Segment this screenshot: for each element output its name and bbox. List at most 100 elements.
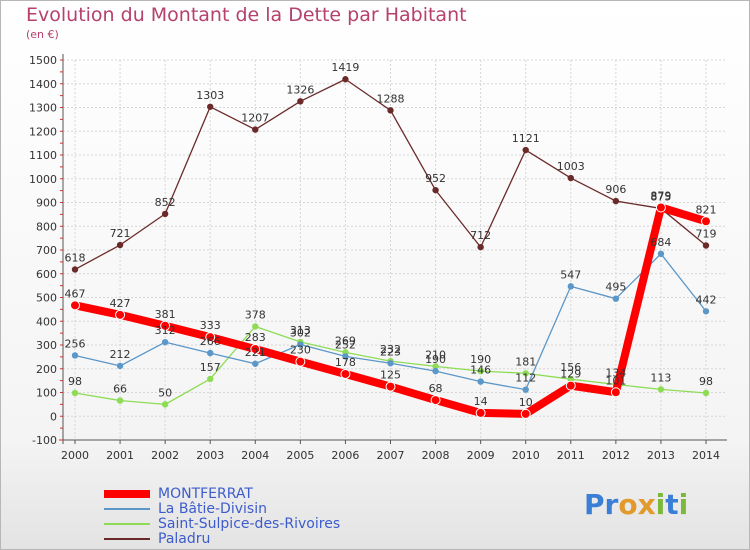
data-label: 1326 [286,83,314,96]
x-tick-label: 2012 [602,449,630,462]
data-point [701,216,711,227]
x-tick-label: 2009 [467,449,495,462]
data-point [657,250,665,257]
data-point [297,341,304,348]
x-tick-label: 2010 [512,449,540,462]
y-tick-label: 100 [36,387,57,400]
data-label: 223 [380,345,401,358]
labels-series-3: 618 721 852 1303 1207 1326 1419 1288 952 712 1121 1… [65,61,717,264]
data-point [387,360,394,367]
data-label: 190 [470,353,491,366]
data-point [477,378,484,385]
data-label: 467 [65,287,86,300]
legend-swatch [104,538,150,540]
data-point [297,98,304,105]
data-label: 221 [245,346,266,359]
data-label: 129 [560,368,581,381]
data-label: 1419 [331,61,359,74]
series-0 [70,202,711,419]
data-label: 98 [699,375,713,388]
data-label: 1303 [196,89,224,102]
data-point [520,408,531,419]
y-tick-label: 1200 [29,125,57,138]
y-tick-label: 300 [36,339,57,352]
data-point [522,386,529,393]
data-point [160,320,171,331]
legend-swatch [104,523,150,525]
x-tick-label: 2013 [647,449,675,462]
x-tick-label: 2004 [241,449,269,462]
data-label: 269 [335,334,356,347]
data-point [387,107,394,114]
y-tick-label: 1100 [29,149,57,162]
data-point [207,349,214,357]
data-label: 618 [65,251,86,264]
data-point [522,370,529,377]
grid [63,59,727,441]
data-point [477,367,484,375]
data-label: 821 [696,203,717,216]
data-label: 1121 [512,132,540,145]
data-point [567,174,574,182]
data-label: 875 [650,190,671,203]
data-label: 879 [650,189,671,202]
legend-label: Paladru [158,531,211,547]
legend-swatch [104,508,150,510]
y-tick-label: 900 [36,197,57,210]
legend-swatch [104,490,150,498]
data-label: 156 [560,361,581,374]
x-tick-label: 2011 [557,449,585,462]
data-point [522,146,529,154]
data-point [655,202,666,213]
data-point [250,344,261,355]
data-label: 1288 [377,92,405,105]
data-label: 230 [290,344,311,357]
data-point [116,241,124,249]
data-label: 302 [290,327,311,340]
y-tick-label: 1500 [29,54,57,67]
data-label: 378 [245,308,266,321]
data-label: 381 [155,308,176,321]
data-label: 283 [245,331,266,344]
data-label: 312 [155,324,176,337]
data-point [205,332,216,343]
data-label: 232 [380,343,401,356]
data-point [567,376,574,383]
data-point [342,76,349,83]
y-tick-label: 1300 [29,102,57,115]
y-tick-label: 1400 [29,78,57,91]
x-tick-label: 2002 [151,449,179,462]
data-label: 495 [605,281,626,294]
data-label: 721 [110,227,131,240]
data-point [116,362,124,370]
data-point [612,197,620,205]
data-point [71,352,79,359]
data-point [702,308,710,315]
y-tick-label: 800 [36,220,57,233]
data-point [252,323,259,330]
y-tick-label: 1000 [29,173,57,186]
x-tick-label: 2001 [106,449,134,462]
data-point [70,300,80,311]
data-label: 10 [519,396,533,409]
data-label: 190 [425,353,446,366]
data-label: 333 [200,319,221,332]
data-label: 719 [696,227,717,240]
data-label: 547 [560,268,581,281]
data-label: 98 [68,375,82,388]
data-label: 952 [425,172,446,185]
series-1 [71,250,710,393]
data-point [432,186,439,194]
data-point [432,363,439,370]
legend-label: Saint-Sulpice-des-Rivoires [158,516,341,532]
data-point [161,401,169,408]
data-point [477,243,484,251]
legend-label: La Bâtie-Divisin [158,501,267,517]
x-tick-label: 2014 [692,449,720,462]
x-tick-label: 2003 [196,449,224,462]
data-label: 313 [290,324,311,337]
data-point [295,356,306,367]
data-label: 210 [425,348,446,361]
